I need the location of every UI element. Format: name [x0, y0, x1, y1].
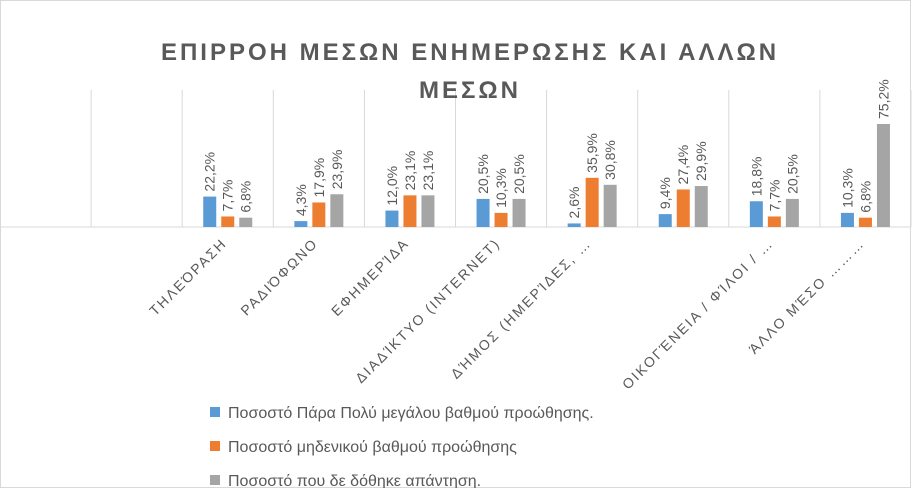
- bar: [858, 217, 872, 227]
- bar: [603, 184, 617, 227]
- bar: [330, 194, 344, 227]
- bar: [403, 195, 417, 227]
- bar: [494, 212, 508, 227]
- data-label: 23,9%: [329, 150, 345, 190]
- chart-title: ΕΠΙΡΡΟΗ ΜΕΣΩΝ ΕΝΗΜΕΡΩΣΗΣ ΚΑΙ ΑΛΛΩΝ ΜΕΣΩΝ: [160, 39, 780, 104]
- bar: [294, 221, 308, 227]
- data-label: 9,4%: [657, 177, 673, 209]
- legend-label: Ποσοστό Πάρα Πολύ μεγάλου βαθμού προώθησ…: [228, 405, 594, 422]
- bar: [512, 198, 526, 227]
- bar: [840, 212, 854, 227]
- legend-swatch: [210, 441, 220, 451]
- data-label: 35,9%: [584, 133, 600, 173]
- data-label: 17,9%: [311, 158, 327, 198]
- data-label: 20,5%: [511, 154, 527, 194]
- bar: [421, 195, 435, 227]
- bar: [694, 186, 708, 227]
- data-label: 22,2%: [202, 152, 218, 192]
- bar: [476, 198, 490, 227]
- data-label: 7,7%: [766, 180, 782, 212]
- data-label: 12,0%: [384, 166, 400, 206]
- data-label: 18,8%: [748, 157, 764, 197]
- data-label: 27,4%: [675, 145, 691, 185]
- data-label: 6,8%: [857, 181, 873, 213]
- legend-swatch: [210, 407, 220, 417]
- data-label: 2,6%: [566, 187, 582, 219]
- bar: [239, 217, 253, 227]
- bar: [385, 210, 399, 227]
- data-label: 10,3%: [839, 168, 855, 208]
- bar: [876, 123, 890, 227]
- legend-label: Ποσοστό μηδενικού βαθμού προώθησης: [228, 439, 517, 456]
- data-label: 4,3%: [293, 184, 309, 216]
- legend-swatch: [210, 475, 220, 485]
- data-label: 20,5%: [475, 154, 491, 194]
- bar: [203, 196, 217, 227]
- data-label: 6,8%: [238, 181, 254, 213]
- bar: [676, 189, 690, 227]
- bar: [312, 202, 326, 227]
- data-label: 75,2%: [875, 79, 891, 119]
- data-label: 10,3%: [493, 168, 509, 208]
- bar: [585, 177, 599, 227]
- data-label: 30,8%: [602, 140, 618, 180]
- data-label: 7,7%: [220, 180, 236, 212]
- data-label: 29,9%: [693, 141, 709, 181]
- legend-label: Ποσοστό που δε δόθηκε απάντηση.: [228, 473, 481, 488]
- data-label: 23,1%: [402, 151, 418, 191]
- bar: [767, 216, 781, 227]
- data-label: 23,1%: [420, 151, 436, 191]
- bar: [567, 223, 581, 227]
- bar: [658, 214, 672, 227]
- bar: [749, 201, 763, 227]
- bar: [785, 198, 799, 227]
- data-label: 20,5%: [784, 154, 800, 194]
- bar: [221, 216, 235, 227]
